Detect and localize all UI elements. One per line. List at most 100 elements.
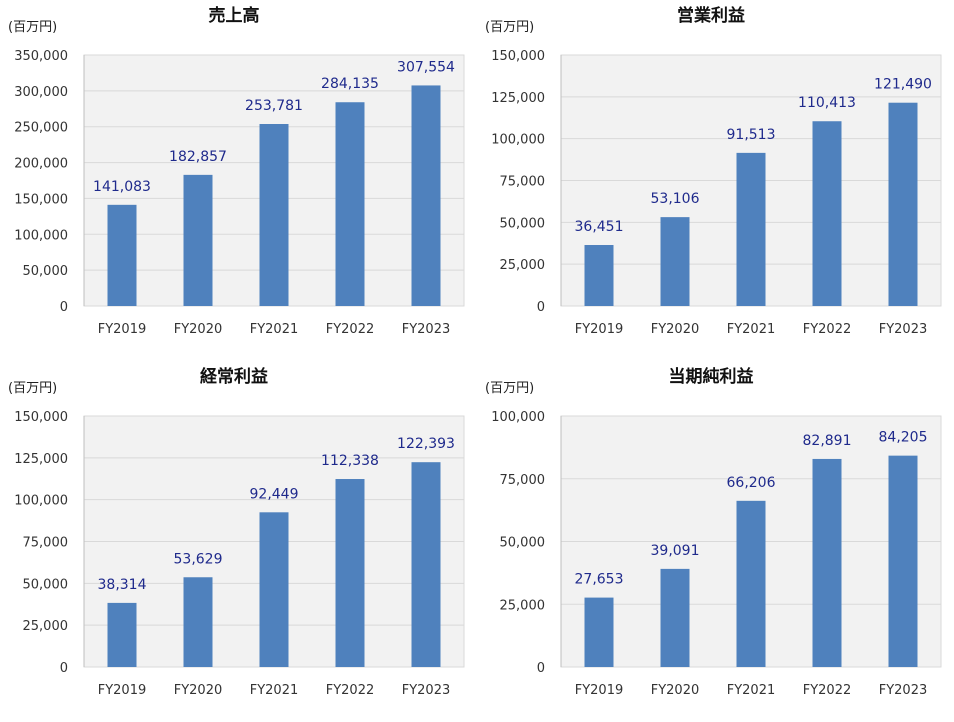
y-tick-label: 100,000 [14, 228, 68, 243]
chart-svg: 0 25,000 50,000 75,000 100,000 125,000 150,000… [8, 366, 465, 698]
data-label: 36,451 [575, 219, 624, 235]
chart-title: 営業利益 [677, 5, 745, 26]
y-tick-label: 50,000 [23, 577, 69, 592]
y-tick-label: 75,000 [500, 473, 546, 488]
x-tick-label: FY2019 [575, 683, 624, 698]
chart-title: 当期純利益 [669, 366, 754, 387]
chart-title: 売上高 [209, 5, 260, 26]
x-tick-label: FY2021 [250, 322, 299, 337]
y-tick-label: 300,000 [14, 85, 68, 100]
bar [107, 602, 137, 667]
x-tick-label: FY2019 [98, 322, 147, 337]
bar [812, 121, 842, 306]
y-tick-label: 50,000 [500, 536, 546, 551]
bar [335, 479, 365, 667]
bar [259, 124, 289, 306]
data-label: 253,781 [245, 98, 303, 114]
x-tick-label: FY2020 [651, 683, 700, 698]
chart-panel-operating-profit: 0 25,000 50,000 75,000 100,000 125,000 150,000… [477, 0, 954, 361]
bar [183, 577, 213, 667]
x-tick-label: FY2022 [326, 322, 375, 337]
data-label: 307,554 [397, 59, 455, 75]
x-tick-label: FY2023 [879, 322, 928, 337]
x-tick-label: FY2022 [803, 683, 852, 698]
y-tick-label: 25,000 [500, 598, 546, 613]
x-tick-label: FY2020 [651, 322, 700, 337]
x-tick-label: FY2020 [174, 322, 223, 337]
chart-svg: 0 50,000 100,000 150,000 200,000 250,000 300,0… [8, 5, 465, 337]
data-label: 112,338 [321, 453, 379, 469]
data-label: 53,106 [651, 191, 700, 207]
y-tick-label: 150,000 [14, 192, 68, 207]
y-tick-label: 75,000 [23, 536, 69, 551]
x-tick-label: FY2022 [326, 683, 375, 698]
chart-svg: 0 25,000 50,000 75,000 100,000 27,653 FY2019 39… [485, 366, 942, 698]
data-label: 141,083 [93, 179, 151, 195]
data-label: 27,653 [575, 572, 624, 588]
bar [411, 462, 441, 667]
unit-label: (百万円) [485, 20, 534, 35]
y-tick-label: 25,000 [23, 619, 69, 634]
bar [584, 245, 614, 306]
bar [888, 102, 918, 307]
y-tick-label: 50,000 [23, 264, 69, 279]
bar [888, 455, 918, 667]
unit-label: (百万円) [485, 381, 534, 396]
bar [183, 174, 213, 306]
unit-label: (百万円) [8, 20, 57, 35]
bar [335, 102, 365, 306]
y-tick-label: 250,000 [14, 121, 68, 136]
data-label: 66,206 [727, 475, 776, 491]
data-label: 53,629 [174, 551, 223, 567]
y-tick-label: 125,000 [491, 91, 545, 106]
data-label: 82,891 [803, 433, 852, 449]
bar [411, 85, 441, 306]
chart-title: 経常利益 [200, 366, 268, 387]
x-tick-label: FY2019 [98, 683, 147, 698]
y-tick-label: 0 [60, 661, 68, 676]
y-tick-label: 150,000 [14, 410, 68, 425]
y-tick-label: 0 [60, 300, 68, 315]
y-tick-label: 150,000 [491, 49, 545, 64]
data-label: 92,449 [250, 486, 299, 502]
data-label: 39,091 [651, 543, 700, 559]
y-tick-label: 100,000 [14, 494, 68, 509]
x-tick-label: FY2019 [575, 322, 624, 337]
data-label: 91,513 [727, 127, 776, 143]
y-tick-label: 200,000 [14, 157, 68, 172]
x-tick-label: FY2021 [250, 683, 299, 698]
y-tick-label: 125,000 [14, 452, 68, 467]
y-tick-label: 0 [537, 300, 545, 315]
bar [107, 204, 137, 306]
x-tick-label: FY2022 [803, 322, 852, 337]
y-tick-label: 350,000 [14, 49, 68, 64]
bar [812, 458, 842, 667]
x-tick-label: FY2021 [727, 322, 776, 337]
chart-svg: 0 25,000 50,000 75,000 100,000 125,000 150,000… [485, 5, 942, 337]
y-tick-label: 100,000 [491, 410, 545, 425]
y-tick-label: 50,000 [500, 216, 546, 231]
bar [736, 500, 766, 667]
data-label: 38,314 [98, 577, 147, 593]
x-tick-label: FY2023 [879, 683, 928, 698]
chart-panel-net-income: 0 25,000 50,000 75,000 100,000 27,653 FY2019 39… [477, 361, 954, 722]
data-label: 284,135 [321, 76, 379, 92]
data-label: 110,413 [798, 95, 856, 111]
bar [660, 217, 690, 306]
y-tick-label: 75,000 [500, 175, 546, 190]
chart-panel-ordinary-profit: 0 25,000 50,000 75,000 100,000 125,000 150,000… [0, 361, 477, 722]
data-label: 121,490 [874, 77, 932, 93]
data-label: 84,205 [879, 430, 928, 446]
bar [660, 568, 690, 667]
x-tick-label: FY2021 [727, 683, 776, 698]
bar [259, 512, 289, 667]
data-label: 122,393 [397, 436, 455, 452]
chart-panel-sales: 0 50,000 100,000 150,000 200,000 250,000 300,0… [0, 0, 477, 361]
unit-label: (百万円) [8, 381, 57, 396]
y-tick-label: 100,000 [491, 133, 545, 148]
bar [736, 152, 766, 306]
x-tick-label: FY2023 [402, 683, 451, 698]
data-label: 182,857 [169, 149, 227, 165]
y-tick-label: 0 [537, 661, 545, 676]
bar [584, 597, 614, 667]
